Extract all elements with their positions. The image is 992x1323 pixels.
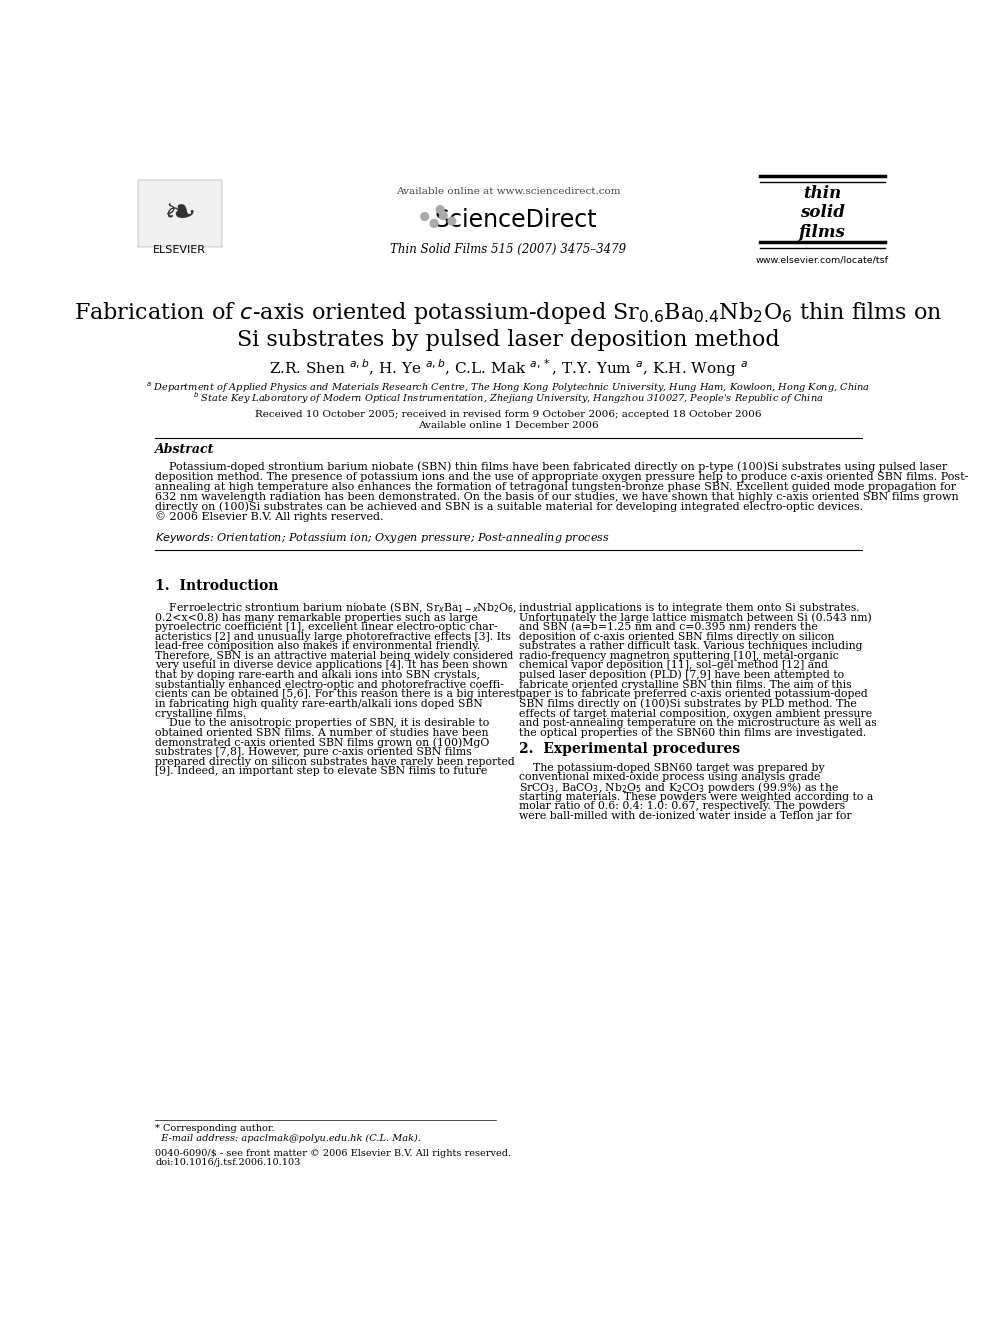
Text: thin
solid
films: thin solid films — [799, 185, 846, 241]
Text: lead-free composition also makes it environmental friendly.: lead-free composition also makes it envi… — [155, 642, 480, 651]
Text: acteristics [2] and unusually large photorefractive effects [3]. Its: acteristics [2] and unusually large phot… — [155, 631, 511, 642]
Text: Unfortunately the large lattice mismatch between Si (0.543 nm): Unfortunately the large lattice mismatch… — [519, 613, 872, 623]
Text: Fabrication of $\it{c}$-axis oriented potassium-doped Sr$_{0.6}$Ba$_{0.4}$Nb$_{2: Fabrication of $\it{c}$-axis oriented po… — [74, 300, 942, 325]
Text: conventional mixed-oxide process using analysis grade: conventional mixed-oxide process using a… — [519, 773, 820, 782]
Text: 0040-6090/$ - see front matter © 2006 Elsevier B.V. All rights reserved.: 0040-6090/$ - see front matter © 2006 El… — [155, 1150, 511, 1158]
Text: the optical properties of the SBN60 thin films are investigated.: the optical properties of the SBN60 thin… — [519, 728, 866, 738]
Text: SrCO$_3$, BaCO$_3$, Nb$_2$O$_5$ and K$_2$CO$_3$ powders (99.9%) as the: SrCO$_3$, BaCO$_3$, Nb$_2$O$_5$ and K$_2… — [519, 779, 839, 795]
Text: Therefore, SBN is an attractive material being widely considered: Therefore, SBN is an attractive material… — [155, 651, 514, 660]
Text: starting materials. These powders were weighted according to a: starting materials. These powders were w… — [519, 791, 874, 802]
Text: molar ratio of 0.6: 0.4: 1.0: 0.67, respectively. The powders: molar ratio of 0.6: 0.4: 1.0: 0.67, resp… — [519, 802, 845, 811]
Text: that by doping rare-earth and alkali ions into SBN crystals,: that by doping rare-earth and alkali ion… — [155, 669, 480, 680]
Text: and post-annealing temperature on the microstructure as well as: and post-annealing temperature on the mi… — [519, 718, 877, 728]
Text: © 2006 Elsevier B.V. All rights reserved.: © 2006 Elsevier B.V. All rights reserved… — [155, 512, 384, 523]
Text: crystalline films.: crystalline films. — [155, 709, 246, 718]
Text: directly on (100)Si substrates can be achieved and SBN is a suitable material fo: directly on (100)Si substrates can be ac… — [155, 501, 863, 512]
Text: www.elsevier.com/locate/tsf: www.elsevier.com/locate/tsf — [756, 255, 889, 265]
Text: annealing at high temperature also enhances the formation of tetragonal tungsten: annealing at high temperature also enhan… — [155, 482, 956, 492]
Text: industrial applications is to integrate them onto Si substrates.: industrial applications is to integrate … — [519, 603, 860, 613]
Text: very useful in diverse device applications [4]. It has been shown: very useful in diverse device applicatio… — [155, 660, 508, 671]
Circle shape — [431, 220, 437, 228]
Text: paper is to fabricate preferred c-axis oriented potassium-doped: paper is to fabricate preferred c-axis o… — [519, 689, 868, 700]
Text: Received 10 October 2005; received in revised form 9 October 2006; accepted 18 O: Received 10 October 2005; received in re… — [255, 410, 762, 419]
Text: Abstract: Abstract — [155, 443, 214, 456]
Text: Available online at www.sciencedirect.com: Available online at www.sciencedirect.co… — [396, 187, 621, 196]
Text: Thin Solid Films 515 (2007) 3475–3479: Thin Solid Films 515 (2007) 3475–3479 — [390, 243, 627, 257]
Text: radio-frequency magnetron sputtering [10], metal-organic: radio-frequency magnetron sputtering [10… — [519, 651, 839, 660]
Text: ❧: ❧ — [164, 196, 196, 233]
Text: 1.  Introduction: 1. Introduction — [155, 579, 279, 593]
Text: SBN films directly on (100)Si substrates by PLD method. The: SBN films directly on (100)Si substrates… — [519, 699, 857, 709]
Text: [9]. Indeed, an important step to elevate SBN films to future: [9]. Indeed, an important step to elevat… — [155, 766, 487, 777]
Text: demonstrated c-axis oriented SBN films grown on (100)MgO: demonstrated c-axis oriented SBN films g… — [155, 737, 489, 747]
Text: The potassium-doped SBN60 target was prepared by: The potassium-doped SBN60 target was pre… — [519, 763, 825, 773]
Text: cients can be obtained [5,6]. For this reason there is a big interest: cients can be obtained [5,6]. For this r… — [155, 689, 520, 700]
Text: were ball-milled with de-ionized water inside a Teflon jar for: were ball-milled with de-ionized water i… — [519, 811, 852, 822]
Text: 632 nm wavelength radiation has been demonstrated. On the basis of our studies, : 632 nm wavelength radiation has been dem… — [155, 492, 958, 501]
Text: $^{a}$ Department of Applied Physics and Materials Research Centre, The Hong Kon: $^{a}$ Department of Applied Physics and… — [147, 380, 870, 394]
Text: Due to the anisotropic properties of SBN, it is desirable to: Due to the anisotropic properties of SBN… — [155, 718, 489, 728]
Text: Si substrates by pulsed laser deposition method: Si substrates by pulsed laser deposition… — [237, 328, 780, 351]
Text: 0.2<x<0.8) has many remarkable properties such as large: 0.2<x<0.8) has many remarkable propertie… — [155, 613, 477, 623]
Text: prepared directly on silicon substrates have rarely been reported: prepared directly on silicon substrates … — [155, 757, 515, 766]
Text: ScienceDirect: ScienceDirect — [434, 208, 597, 233]
Text: deposition of c-axis oriented SBN films directly on silicon: deposition of c-axis oriented SBN films … — [519, 631, 834, 642]
Text: substrates a rather difficult task. Various techniques including: substrates a rather difficult task. Vari… — [519, 642, 863, 651]
Text: Potassium-doped strontium barium niobate (SBN) thin films have been fabricated d: Potassium-doped strontium barium niobate… — [155, 462, 947, 472]
Text: ELSEVIER: ELSEVIER — [154, 245, 206, 254]
Text: Available online 1 December 2006: Available online 1 December 2006 — [418, 421, 599, 430]
Text: obtained oriented SBN films. A number of studies have been: obtained oriented SBN films. A number of… — [155, 728, 488, 738]
Circle shape — [421, 213, 429, 221]
Text: * Corresponding author.: * Corresponding author. — [155, 1125, 275, 1134]
Text: Z.R. Shen $^{a,b}$, H. Ye $^{a,b}$, C.L. Mak $^{a,*}$, T.Y. Yum $^{a}$, K.H. Won: Z.R. Shen $^{a,b}$, H. Ye $^{a,b}$, C.L.… — [269, 357, 748, 380]
Text: substrates [7,8]. However, pure c-axis oriented SBN films: substrates [7,8]. However, pure c-axis o… — [155, 747, 471, 757]
Text: pyroelectric coefficient [1], excellent linear electro-optic char-: pyroelectric coefficient [1], excellent … — [155, 622, 498, 632]
Text: substantially enhanced electro-optic and photorefractive coeffi-: substantially enhanced electro-optic and… — [155, 680, 504, 689]
Text: chemical vapor deposition [11], sol–gel method [12] and: chemical vapor deposition [11], sol–gel … — [519, 660, 828, 671]
Circle shape — [439, 212, 447, 220]
Circle shape — [436, 206, 444, 213]
Text: doi:10.1016/j.tsf.2006.10.103: doi:10.1016/j.tsf.2006.10.103 — [155, 1159, 301, 1167]
Text: $\it{Keywords}$: Orientation; Potassium ion; Oxygen pressure; Post-annealing pro: $\it{Keywords}$: Orientation; Potassium … — [155, 532, 610, 545]
Text: and SBN (a=b=1.25 nm and c=0.395 nm) renders the: and SBN (a=b=1.25 nm and c=0.395 nm) ren… — [519, 622, 818, 632]
Bar — [138, 180, 221, 247]
Text: pulsed laser deposition (PLD) [7,9] have been attempted to: pulsed laser deposition (PLD) [7,9] have… — [519, 669, 844, 680]
Circle shape — [448, 217, 455, 225]
Text: fabricate oriented crystalline SBN thin films. The aim of this: fabricate oriented crystalline SBN thin … — [519, 680, 852, 689]
Text: E-mail address: apaclmak@polyu.edu.hk (C.L. Mak).: E-mail address: apaclmak@polyu.edu.hk (C… — [155, 1134, 421, 1143]
Text: $^{b}$ State Key Laboratory of Modern Optical Instrumentation, Zhejiang Universi: $^{b}$ State Key Laboratory of Modern Op… — [193, 390, 823, 406]
Text: in fabricating high quality rare-earth/alkali ions doped SBN: in fabricating high quality rare-earth/a… — [155, 699, 483, 709]
Text: effects of target material composition, oxygen ambient pressure: effects of target material composition, … — [519, 709, 872, 718]
Text: deposition method. The presence of potassium ions and the use of appropriate oxy: deposition method. The presence of potas… — [155, 472, 968, 482]
Text: Ferroelectric strontium barium niobate (SBN, Sr$_x$Ba$_{1-x}$Nb$_2$O$_6$,: Ferroelectric strontium barium niobate (… — [155, 601, 517, 615]
Text: 2.  Experimental procedures: 2. Experimental procedures — [519, 742, 740, 755]
